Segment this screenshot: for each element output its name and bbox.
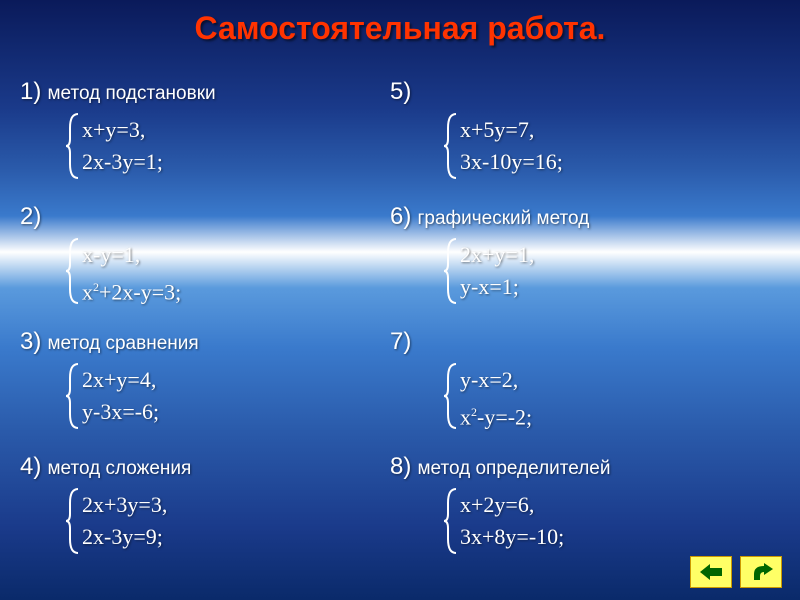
problem-label: 7): [390, 328, 760, 356]
problem-6: 6) графический метод 2x+y=1, y-x=1;: [390, 203, 760, 318]
brace-icon: [64, 237, 82, 305]
equation-1: 2x+y=1,: [460, 239, 534, 271]
brace-icon: [442, 487, 460, 555]
equation-system: 2x+y=4, y-3x=-6;: [82, 364, 159, 428]
problem-5: 5) x+5y=7, 3x-10y=16;: [390, 78, 760, 193]
equation-1: x+2y=6,: [460, 489, 564, 521]
problem-number: 7): [390, 328, 411, 355]
equation-1: x+5y=7,: [460, 114, 563, 146]
equation-1: x+y=3,: [82, 114, 163, 146]
equation-system: x+2y=6, 3x+8y=-10;: [460, 489, 564, 553]
problem-label: 1) метод подстановки: [20, 78, 390, 106]
equation-2: 2x-3y=9;: [82, 521, 167, 553]
problem-2: 2) x-y=1, x2+2x-y=3;: [20, 203, 390, 318]
problem-number: 1): [20, 78, 41, 105]
problem-number: 6): [390, 203, 411, 230]
problem-8: 8) метод определителей x+2y=6, 3x+8y=-10…: [390, 453, 760, 568]
back-arrow-icon: [698, 562, 724, 582]
equation-2: x2+2x-y=3;: [82, 271, 181, 308]
up-button[interactable]: [740, 556, 782, 588]
equation-system: 2x+3y=3, 2x-3y=9;: [82, 489, 167, 553]
problem-method: метод определителей: [417, 458, 610, 479]
brace-icon: [64, 487, 82, 555]
problem-method: метод сложения: [47, 458, 191, 479]
page-title: Самостоятельная работа.: [0, 0, 800, 47]
brace-icon: [64, 112, 82, 180]
nav-buttons: [690, 556, 782, 588]
problem-7: 7) y-x=2, x2-y=-2;: [390, 328, 760, 443]
equation-1: x-y=1,: [82, 239, 181, 271]
equation-system: y-x=2, x2-y=-2;: [460, 364, 532, 433]
problem-number: 5): [390, 78, 411, 105]
equation-2: y-3x=-6;: [82, 396, 159, 428]
equation-system: x+y=3, 2x-3y=1;: [82, 114, 163, 178]
problem-number: 4): [20, 453, 41, 480]
equation-system: x+5y=7, 3x-10y=16;: [460, 114, 563, 178]
back-button[interactable]: [690, 556, 732, 588]
problem-method: графический метод: [417, 208, 589, 229]
problem-number: 3): [20, 328, 41, 355]
equation-system: x-y=1, x2+2x-y=3;: [82, 239, 181, 308]
problem-label: 4) метод сложения: [20, 453, 390, 481]
equation-1: y-x=2,: [460, 364, 532, 396]
problem-1: 1) метод подстановки x+y=3, 2x-3y=1;: [20, 78, 390, 193]
problem-label: 6) графический метод: [390, 203, 760, 231]
equation-2: 3x+8y=-10;: [460, 521, 564, 553]
brace-icon: [64, 362, 82, 430]
problem-method: метод сравнения: [47, 333, 198, 354]
problem-label: 2): [20, 203, 390, 231]
right-column: 5) x+5y=7, 3x-10y=16; 6) графический мет…: [390, 78, 760, 578]
equation-2: 2x-3y=1;: [82, 146, 163, 178]
brace-icon: [442, 237, 460, 305]
equation-2: x2-y=-2;: [460, 396, 532, 433]
equation-2: y-x=1;: [460, 271, 534, 303]
problem-label: 5): [390, 78, 760, 106]
problem-number: 8): [390, 453, 411, 480]
problem-4: 4) метод сложения 2x+3y=3, 2x-3y=9;: [20, 453, 390, 568]
problem-number: 2): [20, 203, 41, 230]
problem-label: 3) метод сравнения: [20, 328, 390, 356]
brace-icon: [442, 362, 460, 430]
equation-2: 3x-10y=16;: [460, 146, 563, 178]
left-column: 1) метод подстановки x+y=3, 2x-3y=1; 2) …: [20, 78, 390, 578]
equation-system: 2x+y=1, y-x=1;: [460, 239, 534, 303]
up-arrow-icon: [748, 562, 774, 582]
equation-1: 2x+y=4,: [82, 364, 159, 396]
brace-icon: [442, 112, 460, 180]
problem-label: 8) метод определителей: [390, 453, 760, 481]
equation-1: 2x+3y=3,: [82, 489, 167, 521]
problem-method: метод подстановки: [47, 83, 215, 104]
problem-3: 3) метод сравнения 2x+y=4, y-3x=-6;: [20, 328, 390, 443]
